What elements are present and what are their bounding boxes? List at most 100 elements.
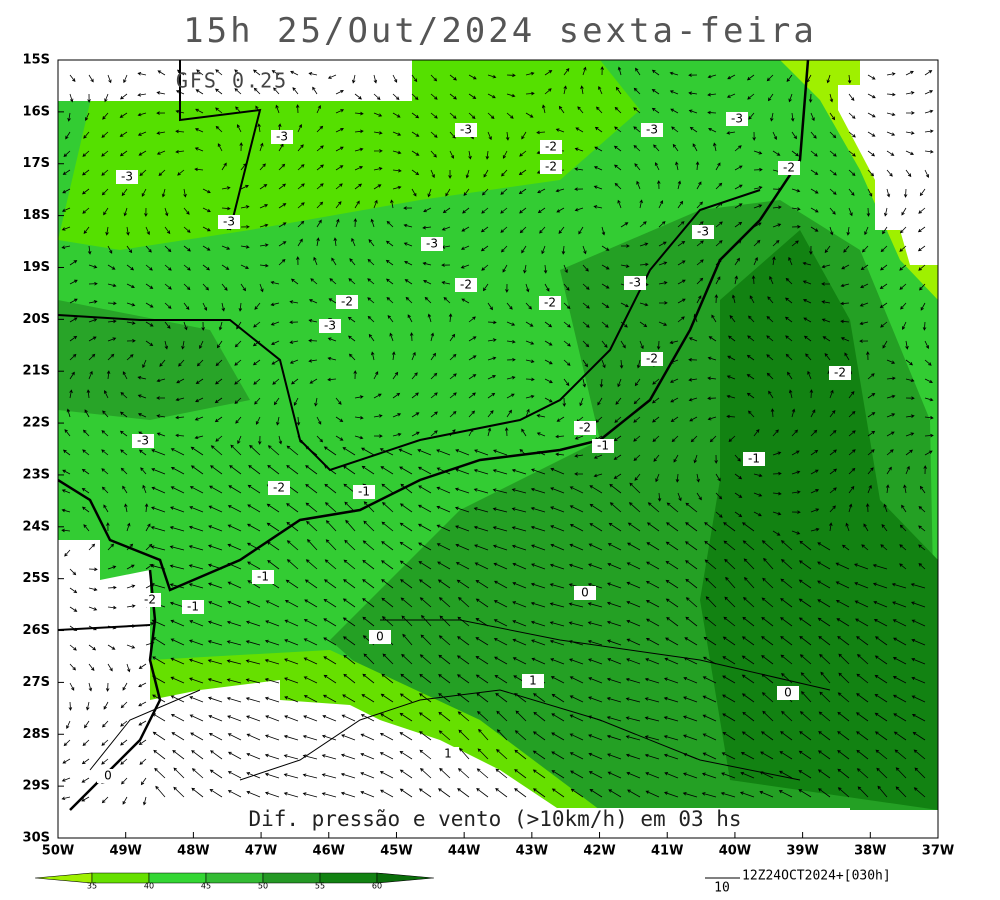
wind-arrow <box>886 466 892 475</box>
wind-arrow <box>69 93 74 103</box>
wind-arrow <box>172 749 185 760</box>
wind-arrow <box>207 678 223 684</box>
wind-arrow <box>568 563 584 570</box>
wind-arrow <box>819 691 831 703</box>
wind-arrow <box>677 316 685 323</box>
wind-arrow <box>609 502 622 513</box>
wind-arrow <box>658 241 667 247</box>
wind-arrow <box>475 674 489 684</box>
wind-arrow <box>188 564 204 570</box>
wind-arrow <box>880 321 888 328</box>
wind-arrow <box>140 467 147 475</box>
wind-arrow <box>685 560 698 570</box>
wind-arrow <box>208 601 223 608</box>
wind-arrow <box>325 520 337 532</box>
wind-arrow <box>874 655 888 665</box>
wind-arrow <box>515 710 527 722</box>
wind-arrow <box>829 468 838 475</box>
wind-arrow <box>101 188 109 196</box>
wind-arrow <box>701 792 717 798</box>
wind-arrow <box>418 712 432 722</box>
wind-arrow <box>175 90 185 95</box>
wind-arrow <box>257 435 262 445</box>
wind-arrow <box>83 524 90 532</box>
lon-label: 44W <box>448 844 480 859</box>
lat-label: 22S <box>23 416 50 431</box>
wind-arrow <box>215 359 223 367</box>
wind-arrow <box>418 485 432 494</box>
wind-arrow <box>859 321 869 326</box>
wind-arrow <box>867 188 873 197</box>
wind-arrow <box>381 541 394 551</box>
wind-arrow <box>151 449 166 456</box>
wind-arrow <box>787 371 793 380</box>
wind-arrow <box>563 67 570 76</box>
wind-arrow <box>867 150 876 157</box>
wind-arrow <box>626 619 641 627</box>
wind-arrow <box>692 143 698 152</box>
wind-arrow <box>500 207 508 214</box>
wind-arrow <box>69 682 75 691</box>
wind-arrow <box>807 370 812 380</box>
wind-arrow <box>159 359 166 367</box>
wind-arrow <box>791 131 797 140</box>
wind-arrow <box>867 430 876 437</box>
wind-arrow <box>918 544 926 551</box>
wind-arrow <box>810 489 820 494</box>
wind-arrow <box>246 715 261 722</box>
wind-arrow <box>373 93 381 100</box>
wind-arrow <box>530 620 546 627</box>
wind-arrow <box>845 522 850 532</box>
wind-arrow <box>474 562 489 570</box>
wind-arrow <box>325 539 337 551</box>
wind-arrow <box>327 337 337 342</box>
wind-arrow <box>669 340 679 345</box>
wind-arrow <box>549 602 565 608</box>
wind-arrow <box>202 302 208 311</box>
wind-arrow <box>152 637 166 646</box>
wind-arrow <box>69 587 78 594</box>
wind-arrow <box>363 653 375 665</box>
wind-arrow <box>723 616 736 627</box>
wind-arrow <box>419 731 432 741</box>
run-label: 12Z24OCT2024+[030h] <box>742 869 891 884</box>
wind-arrow <box>742 540 755 551</box>
wind-arrow <box>606 677 622 684</box>
wind-arrow <box>685 597 698 608</box>
wind-arrow <box>596 106 603 114</box>
wind-arrow <box>381 616 394 627</box>
wind-arrow <box>259 283 264 293</box>
wind-arrow <box>456 579 470 589</box>
wind-arrow <box>702 733 717 741</box>
wind-arrow <box>207 582 223 589</box>
wind-arrow <box>837 750 850 760</box>
wind-arrow <box>734 275 738 285</box>
wind-arrow <box>533 788 546 798</box>
wind-arrow <box>190 446 204 456</box>
wind-arrow <box>404 279 413 285</box>
wind-arrow <box>478 728 489 741</box>
wind-arrow <box>563 283 570 291</box>
wind-arrow <box>189 714 204 722</box>
wind-arrow <box>636 180 641 190</box>
frame <box>57 59 939 839</box>
wind-arrow <box>688 397 698 402</box>
wind-arrow <box>202 245 211 251</box>
wind-arrow <box>613 473 622 479</box>
wind-arrow <box>525 302 532 310</box>
wind-arrow <box>145 226 150 236</box>
wind-arrow <box>82 150 90 157</box>
wind-arrow <box>62 758 71 764</box>
wind-arrow <box>66 408 71 418</box>
wind-arrow <box>214 397 223 404</box>
wind-arrow <box>354 147 364 152</box>
wind-arrow <box>620 244 630 248</box>
wind-arrow <box>119 112 128 118</box>
wind-arrow <box>866 351 870 361</box>
wind-arrow <box>194 435 204 440</box>
wind-arrow <box>475 618 489 627</box>
wind-arrow <box>506 375 516 380</box>
wind-arrow <box>102 720 109 728</box>
wind-arrow <box>729 315 736 323</box>
wind-arrow <box>152 694 166 703</box>
